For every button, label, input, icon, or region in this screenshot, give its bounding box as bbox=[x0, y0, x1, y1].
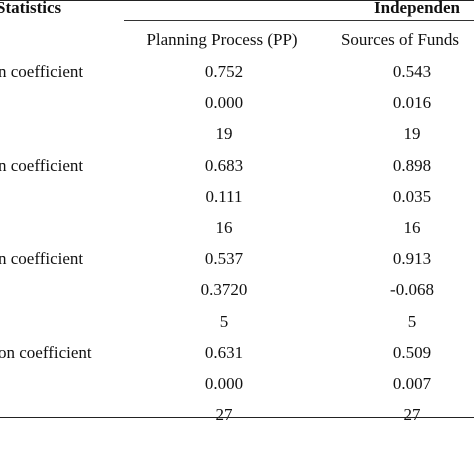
cell-planning-process: 0.537 bbox=[204, 249, 244, 268]
row-label: n coefficient bbox=[0, 156, 84, 175]
cell-planning-process: 0.3720 bbox=[200, 280, 248, 299]
cell-sources-of-funds: 0.898 bbox=[392, 156, 432, 175]
cell-planning-process: 5 bbox=[219, 312, 229, 331]
cell-planning-process: 27 bbox=[215, 405, 233, 424]
cell-planning-process: 0.752 bbox=[204, 62, 244, 81]
statistics-header: Statistics bbox=[0, 0, 62, 17]
row-label: on coefficient bbox=[0, 343, 92, 362]
cell-sources-of-funds: 5 bbox=[407, 312, 417, 331]
table-top-rule bbox=[0, 0, 474, 1]
column-header-sources-of-funds: Sources of Funds bbox=[340, 30, 460, 49]
cell-sources-of-funds: -0.068 bbox=[390, 280, 434, 299]
cell-sources-of-funds: 0.007 bbox=[392, 374, 432, 393]
row-label: n coefficient bbox=[0, 62, 84, 81]
cell-sources-of-funds: 16 bbox=[403, 218, 421, 237]
cell-planning-process: 0.000 bbox=[204, 93, 244, 112]
cell-sources-of-funds: 0.543 bbox=[392, 62, 432, 81]
row-label: n coefficient bbox=[0, 249, 84, 268]
cell-sources-of-funds: 27 bbox=[403, 405, 421, 424]
cell-sources-of-funds: 0.913 bbox=[392, 249, 432, 268]
cell-planning-process: 0.111 bbox=[205, 187, 243, 206]
cell-planning-process: 0.000 bbox=[204, 374, 244, 393]
cell-planning-process: 0.631 bbox=[204, 343, 244, 362]
group-header-rule bbox=[124, 20, 474, 21]
cell-sources-of-funds: 0.509 bbox=[392, 343, 432, 362]
cell-sources-of-funds: 0.035 bbox=[392, 187, 432, 206]
table-bottom-rule bbox=[0, 417, 474, 418]
cell-sources-of-funds: 0.016 bbox=[392, 93, 432, 112]
independent-variables-header: Independen bbox=[374, 0, 460, 17]
cell-planning-process: 16 bbox=[215, 218, 233, 237]
cell-planning-process: 19 bbox=[215, 124, 233, 143]
cell-planning-process: 0.683 bbox=[204, 156, 244, 175]
cell-sources-of-funds: 19 bbox=[403, 124, 421, 143]
column-header-planning-process: Planning Process (PP) bbox=[146, 30, 298, 49]
